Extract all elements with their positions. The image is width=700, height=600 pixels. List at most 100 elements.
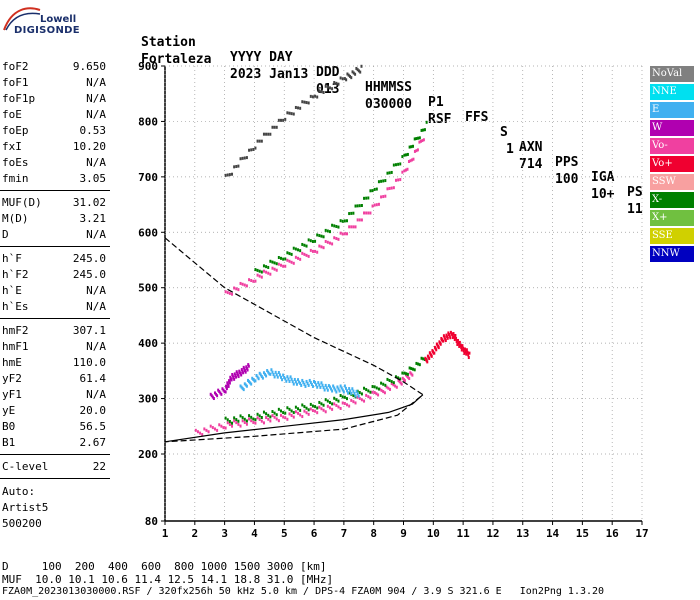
echo-point [317, 381, 320, 385]
echo-point [267, 271, 270, 275]
echo-point [275, 268, 278, 272]
echo-point [209, 424, 212, 428]
echo-point [465, 348, 468, 352]
echo-point [245, 156, 248, 160]
echo-point [265, 416, 268, 420]
echo-point [247, 363, 250, 367]
param-value: 31.02 [72, 196, 106, 209]
echo-point [215, 392, 218, 396]
echo-point [250, 419, 253, 423]
echo-point [316, 250, 319, 254]
echo-point [226, 173, 229, 177]
echo-point [243, 283, 246, 287]
echo-point [357, 69, 360, 73]
echo-point [297, 256, 300, 260]
echo-point [399, 381, 402, 385]
echo-point [286, 417, 289, 421]
echo-point [294, 380, 297, 384]
echo-point [322, 235, 325, 239]
echo-point [231, 292, 234, 296]
echo-point [369, 396, 372, 400]
echo-point [240, 373, 243, 377]
series-vo- [194, 371, 414, 437]
echo-point [239, 414, 242, 418]
echo-point [316, 95, 319, 99]
echo-point [297, 378, 300, 382]
echo-point [284, 416, 287, 420]
echo-point [335, 390, 338, 394]
echo-point [271, 260, 274, 264]
y-tick-label: 500 [138, 282, 158, 295]
echo-point [292, 261, 295, 265]
series-e [239, 368, 360, 398]
echo-point [230, 378, 233, 382]
echo-point [337, 82, 340, 86]
echo-point [339, 219, 342, 223]
echo-point [226, 418, 229, 422]
echo-point [205, 428, 208, 432]
param-value: N/A [86, 388, 106, 401]
echo-point [328, 385, 331, 389]
echo-point [333, 386, 336, 390]
x-tick-label: 1 [162, 527, 169, 540]
echo-point [239, 281, 242, 285]
echo-point [248, 278, 251, 282]
param-label: foEp [2, 124, 29, 137]
param-b0: B0 56.5 [2, 420, 106, 433]
echo-point [271, 370, 274, 374]
echo-point [375, 392, 378, 396]
echo-point [417, 362, 420, 366]
echo-point [335, 81, 338, 85]
echo-point [386, 171, 389, 175]
autoscaling-line-2: Artist5 [2, 501, 49, 514]
x-tick-label: 12 [486, 527, 499, 540]
echo-point [236, 371, 239, 375]
echo-point [405, 153, 408, 157]
param-value: 3.21 [79, 212, 107, 225]
series-x- [224, 356, 428, 425]
echo-point [448, 334, 451, 338]
echo-point [448, 333, 451, 337]
echo-point [284, 117, 287, 121]
echo-point [403, 371, 406, 375]
echo-point [260, 139, 263, 143]
echo-point [233, 372, 236, 376]
echo-point [401, 376, 404, 380]
digisonde-logo [3, 7, 41, 31]
echo-point [311, 95, 314, 99]
echo-point [348, 387, 351, 391]
echo-point [354, 225, 357, 229]
echo-point [224, 290, 227, 294]
echo-point [235, 164, 238, 168]
echo-point [397, 378, 400, 382]
x-tick-label: 4 [251, 527, 258, 540]
echo-point [377, 393, 380, 397]
echo-point [234, 374, 237, 378]
param-value: N/A [86, 284, 106, 297]
echo-point [333, 402, 336, 406]
header-yyyy-day-label: YYYY DAY [230, 50, 293, 65]
echo-point [309, 239, 312, 243]
echo-point [320, 381, 323, 385]
echo-point [247, 364, 250, 368]
echo-point [254, 379, 257, 383]
param-label: fmin [2, 172, 29, 185]
echo-point [278, 373, 281, 377]
param-label: h`F [2, 252, 22, 265]
param-value: 56.5 [79, 420, 107, 433]
echo-point [326, 388, 329, 392]
echo-point [311, 409, 314, 413]
echo-point [350, 211, 353, 215]
echo-point [324, 84, 327, 88]
echo-point [243, 421, 246, 425]
echo-point [331, 389, 334, 393]
header-row-2: Fortaleza 2023 Jan13 013 030000 RSF 1 71… [141, 37, 643, 217]
echo-point [417, 136, 420, 140]
y-tick-label: 600 [138, 226, 158, 239]
echo-point [355, 66, 358, 70]
param-value: N/A [86, 300, 106, 313]
echo-point [294, 247, 297, 251]
echo-point [415, 361, 418, 365]
echo-point [309, 402, 312, 406]
echo-point [367, 389, 370, 393]
